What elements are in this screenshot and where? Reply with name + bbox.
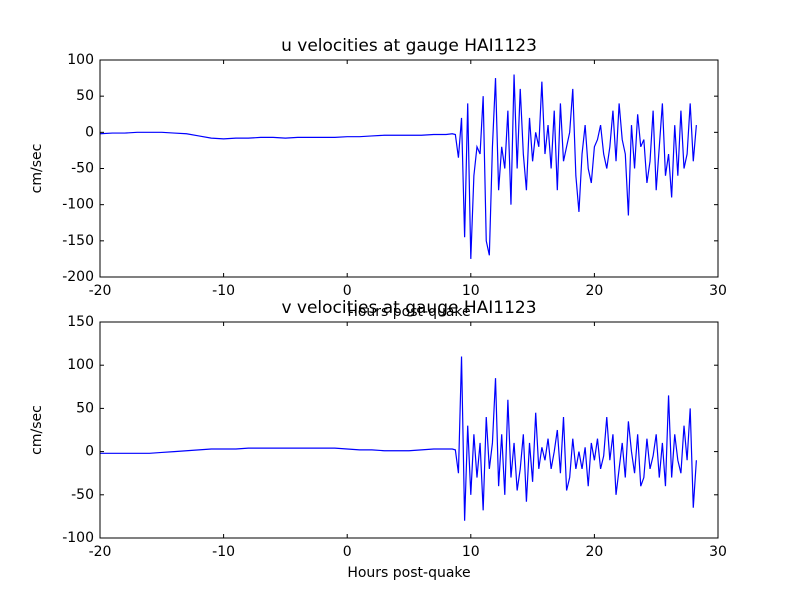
y-axis-label: cm/sec [29,405,45,455]
y-tick-label: -50 [71,487,94,503]
y-tick-label: -100 [62,197,94,213]
x-axis-label: Hours post-quake [347,304,470,320]
y-tick-label: -200 [62,269,94,285]
y-tick-label: -100 [62,530,94,546]
y-tick-label: 0 [85,124,94,140]
y-tick-label: -50 [71,161,94,177]
chart-title: v velocities at gauge HAI1123 [281,298,536,318]
x-tick-label: -10 [212,283,235,299]
x-tick-label: 0 [343,283,352,299]
y-tick-label: 50 [76,88,94,104]
x-tick-label: 20 [585,283,603,299]
data-line [99,74,697,259]
y-tick-label: 100 [67,357,94,373]
plot-frame [99,321,719,539]
y-tick-label: 0 [85,444,94,460]
x-tick-label: -10 [212,544,235,560]
x-tick-label: -20 [89,544,112,560]
y-tick-label: 50 [76,400,94,416]
y-axis-label: cm/sec [29,144,45,194]
data-line [100,356,697,521]
x-tick-label: 10 [462,283,480,299]
x-tick-label: 30 [709,283,727,299]
x-tick-label: 10 [462,544,480,560]
x-tick-label: -20 [89,283,112,299]
y-tick-label: 100 [67,52,94,68]
plot-frame [99,59,719,278]
x-axis-label: Hours post-quake [347,565,470,581]
y-tick-label: -150 [62,233,94,249]
chart-title: u velocities at gauge HAI1123 [281,36,537,56]
y-tick-label: 150 [67,314,94,330]
x-tick-label: 0 [343,544,352,560]
x-tick-label: 30 [709,544,727,560]
x-tick-label: 20 [585,544,603,560]
